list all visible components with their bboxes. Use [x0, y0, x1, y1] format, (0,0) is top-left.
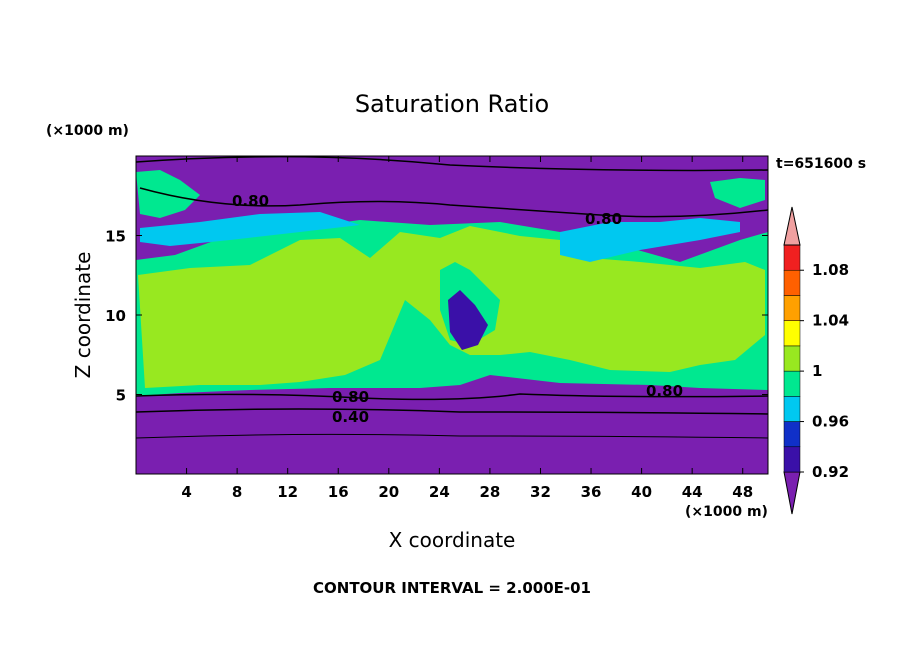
- x-tick-label: 4: [181, 483, 191, 501]
- x-tick-label: 16: [328, 483, 349, 501]
- colorbar-segment: [783, 345, 801, 372]
- contour-line-4: [136, 408, 768, 415]
- colorbar: 0.92 0.96 1 1.04 1.08: [783, 206, 849, 515]
- colorbar-segment: [783, 396, 801, 422]
- colorbar-segment: [783, 320, 801, 347]
- colorbar-tick-label: 1: [812, 362, 822, 380]
- x-tick-label: 44: [682, 483, 703, 501]
- x-tick-label: 24: [429, 483, 450, 501]
- colorbar-under-triangle: [783, 471, 801, 515]
- contour-line-3: [136, 393, 768, 401]
- contour-label: 0.80: [585, 210, 622, 228]
- x-axis-title: X coordinate: [389, 528, 516, 552]
- region-upper-band: [140, 212, 360, 246]
- y-unit-label: (×1000 m): [46, 123, 129, 139]
- colorbar-tick-label: 0.96: [812, 413, 849, 431]
- x-tick-label: 12: [277, 483, 298, 501]
- x-tick-label: 48: [732, 483, 753, 501]
- x-tick-label: 32: [530, 483, 551, 501]
- contour-interval-note: CONTOUR INTERVAL = 2.000E-01: [313, 579, 591, 597]
- x-axis-ticks: 4 8 12 16 20 24 28 32 36 40 44 48: [181, 156, 753, 501]
- contour-label: 0.80: [232, 192, 269, 210]
- contour-label: 0.80: [332, 388, 369, 406]
- x-unit-label: (×1000 m): [685, 504, 768, 520]
- x-tick-label: 36: [581, 483, 602, 501]
- x-tick-label: 28: [479, 483, 500, 501]
- y-axis-title: Z coordinate: [71, 252, 95, 379]
- chart-title: Saturation Ratio: [355, 90, 549, 118]
- time-label: t=651600 s: [776, 156, 866, 172]
- region-dry-pocket: [448, 290, 488, 350]
- x-tick-label: 8: [232, 483, 242, 501]
- colorbar-segment: [783, 421, 801, 448]
- region-upper-moist-left: [136, 170, 200, 218]
- contour-label: 0.80: [646, 382, 683, 400]
- colorbar-segment: [783, 269, 801, 296]
- contour-line-1: [136, 156, 768, 172]
- colorbar-segment: [783, 295, 801, 321]
- x-tick-label: 40: [631, 483, 652, 501]
- colorbar-tick-label: 1.04: [812, 312, 849, 330]
- colorbar-segment: [783, 244, 801, 271]
- heatmap-field: [136, 156, 768, 474]
- contour-line-2: [139, 187, 768, 218]
- colorbar-segment: [783, 370, 801, 397]
- region-upper-band-right: [560, 218, 740, 262]
- contour-line-5: [136, 433, 768, 439]
- contour-label: 0.40: [332, 408, 369, 426]
- y-tick-label: 10: [105, 307, 126, 325]
- colorbar-segment: [783, 446, 801, 473]
- y-tick-label: 15: [105, 228, 126, 246]
- x-tick-label: 20: [378, 483, 399, 501]
- colorbar-over-triangle: [783, 206, 801, 246]
- y-axis-ticks: 5 10 15: [105, 228, 768, 405]
- y-tick-label: 5: [116, 387, 126, 405]
- colorbar-tick-label: 1.08: [812, 261, 849, 279]
- region-upper-moist-right: [710, 178, 765, 208]
- colorbar-tick-label: 0.92: [812, 463, 849, 481]
